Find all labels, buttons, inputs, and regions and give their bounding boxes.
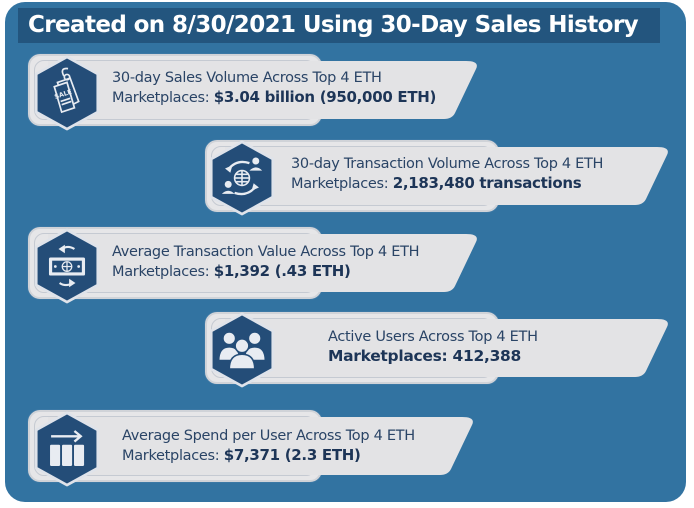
- stat-card: [48, 234, 480, 292]
- stat-label: Average Spend per User Across Top 4 ETH: [122, 428, 415, 444]
- stat-label: 30-day Sales Volume Across Top 4 ETH: [112, 70, 382, 86]
- transaction-exchange-icon: [209, 140, 275, 216]
- page-title: Created on 8/30/2021 Using 30-Day Sales …: [28, 12, 639, 38]
- stat-card: [225, 147, 671, 205]
- stat-label-suffix: Marketplaces:: [122, 448, 224, 464]
- stat-label: 30-day Transaction Volume Across Top 4 E…: [291, 156, 604, 172]
- stat-text: Average Spend per User Across Top 4 ETH …: [122, 427, 415, 466]
- stat-value: $7,371 (2.3 ETH): [223, 446, 361, 464]
- stat-label-suffix: Marketplaces:: [328, 347, 453, 365]
- stat-value: 2,183,480 transactions: [392, 174, 582, 192]
- stat-text: 30-day Sales Volume Across Top 4 ETH Mar…: [112, 69, 436, 108]
- stat-label: Average Transaction Value Across Top 4 E…: [112, 244, 420, 260]
- stat-text: Average Transaction Value Across Top 4 E…: [112, 243, 420, 282]
- stat-label-suffix: Marketplaces:: [112, 264, 214, 280]
- sale-tag-icon: SALE: [34, 55, 100, 131]
- stat-value: 412,388: [452, 347, 522, 365]
- stat-card: [48, 61, 480, 119]
- stat-value: $3.04 billion (950,000 ETH): [213, 88, 437, 106]
- stat-label-suffix: Marketplaces:: [291, 176, 393, 192]
- stat-text: Active Users Across Top 4 ETH Marketplac…: [328, 328, 538, 366]
- money-exchange-icon: [34, 228, 100, 304]
- stat-value: $1,392 (.43 ETH): [213, 262, 351, 280]
- title-banner: Created on 8/30/2021 Using 30-Day Sales …: [18, 8, 660, 43]
- stat-card: [48, 417, 476, 475]
- stat-label: Active Users Across Top 4 ETH: [328, 329, 538, 345]
- stat-card: [225, 319, 671, 377]
- stat-label-suffix: Marketplaces:: [112, 90, 214, 106]
- stat-text: 30-day Transaction Volume Across Top 4 E…: [291, 155, 603, 194]
- users-group-icon: [209, 312, 275, 388]
- spend-bars-arrow-icon: [34, 411, 100, 487]
